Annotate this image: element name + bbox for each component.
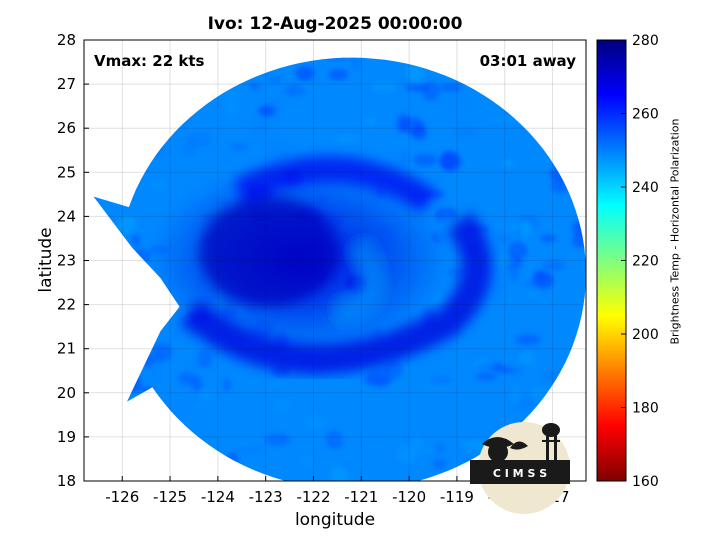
colorbar-tick-label: 220: [632, 254, 659, 270]
brightness-temp-swath: [93, 57, 586, 481]
cimss-logo: C I M S S: [470, 422, 570, 514]
y-tick-label: 18: [57, 472, 76, 490]
y-tick-label: 19: [57, 428, 76, 446]
y-axis-label: latitude: [36, 227, 56, 293]
x-tick-label: -123: [249, 488, 283, 506]
colorbar-tick-label: 180: [632, 401, 659, 417]
colorbar-tick-label: 260: [632, 107, 659, 123]
map-title: Ivo: 12-Aug-2025 00:00:00: [207, 14, 463, 34]
y-tick-label: 20: [57, 384, 76, 402]
y-tick-label: 22: [57, 296, 76, 314]
cimss-logo-text: C I M S S: [493, 467, 547, 480]
x-tick-label: -124: [201, 488, 235, 506]
time-away-label: 03:01 away: [479, 52, 576, 70]
colorbar-tick-label: 160: [632, 474, 659, 490]
y-tick-labels: 18 19 20 21 22 23 24 25 26 27 28: [57, 31, 89, 490]
x-tick-label: -121: [344, 488, 378, 506]
x-tick-label: -126: [105, 488, 139, 506]
vmax-label: Vmax: 22 kts: [94, 52, 205, 70]
x-axis-label: longitude: [294, 510, 376, 530]
x-tick-label: -119: [440, 488, 474, 506]
colorbar: 160 180 200 220 240 260 280: [596, 33, 659, 490]
colorbar-tick-label: 200: [632, 327, 659, 343]
y-tick-label: 25: [57, 163, 76, 181]
x-tick-label: -122: [296, 488, 330, 506]
y-tick-label: 21: [57, 340, 76, 358]
y-tick-label: 28: [57, 31, 76, 49]
y-tick-label: 24: [57, 207, 76, 225]
y-tick-label: 27: [57, 75, 76, 93]
y-tick-label: 26: [57, 119, 76, 137]
colorbar-tick-label: 280: [632, 33, 659, 49]
storm-core: [149, 155, 492, 375]
x-tick-label: -125: [153, 488, 187, 506]
y-tick-label: 23: [57, 252, 76, 270]
x-tick-label: -120: [392, 488, 426, 506]
colorbar-tick-label: 240: [632, 180, 659, 196]
colorbar-label: Brightness Temp - Horizontal Polarizatio…: [668, 118, 682, 345]
